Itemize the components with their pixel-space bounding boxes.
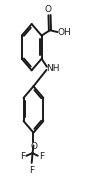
Text: F: F <box>39 152 44 161</box>
Text: O: O <box>45 5 52 14</box>
Text: F: F <box>20 152 25 161</box>
Text: O: O <box>30 142 37 151</box>
Text: F: F <box>29 166 34 175</box>
Text: NH: NH <box>46 64 60 73</box>
Text: OH: OH <box>58 28 71 36</box>
